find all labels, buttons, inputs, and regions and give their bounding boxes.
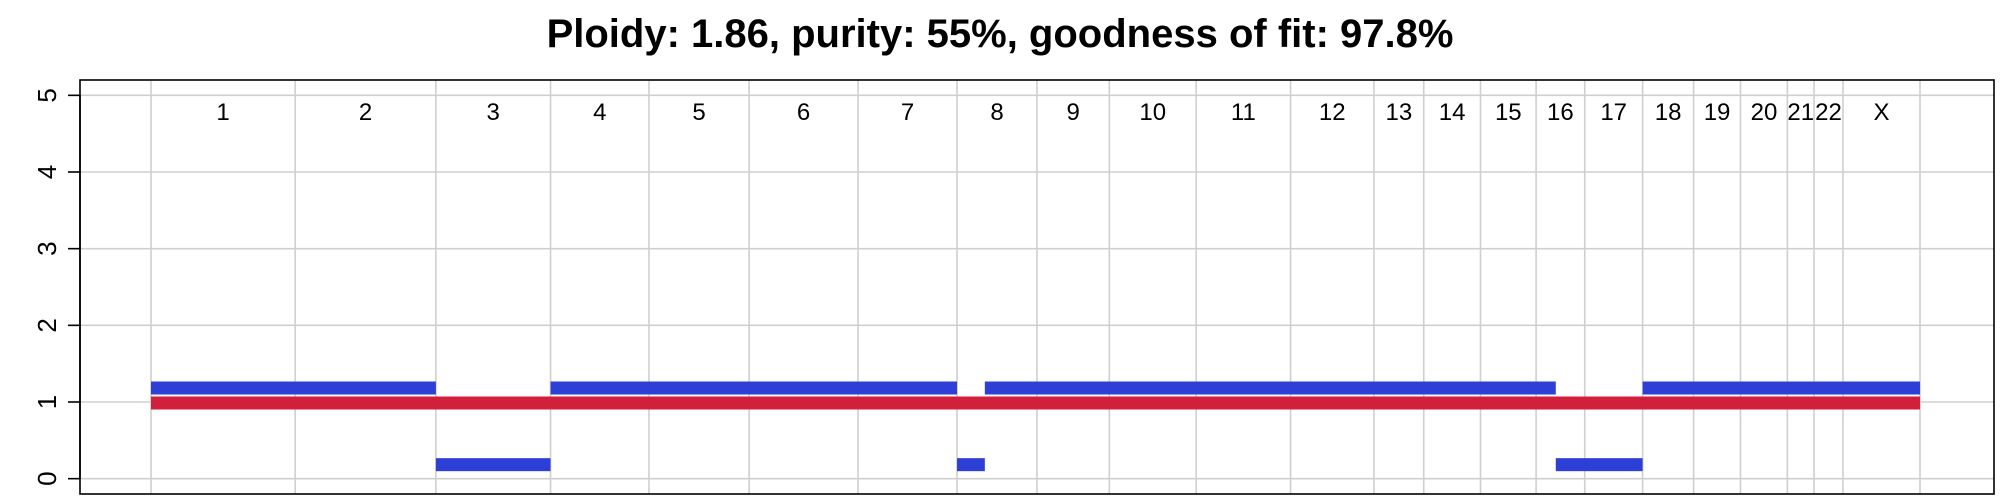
segment-bar <box>550 381 958 395</box>
chromosome-label-14: 14 <box>1439 99 1466 126</box>
chromosome-label-1: 1 <box>216 99 229 126</box>
chromosome-label-21: 21 <box>1787 99 1814 126</box>
chromosome-label-15: 15 <box>1495 99 1522 126</box>
chromosome-label-20: 20 <box>1751 99 1778 126</box>
chromosome-label-X: X <box>1873 99 1889 126</box>
y-tick-label: 4 <box>32 165 62 179</box>
segment-bar <box>435 458 551 472</box>
chromosome-label-13: 13 <box>1386 99 1413 126</box>
chromosome-label-19: 19 <box>1704 99 1731 126</box>
y-tick-label: 0 <box>32 471 62 485</box>
label-layer: 1 2 3 4 5 6 7 8 9 10 11 12 13 14 15 16 17 18 19 20 21 22 X <box>216 99 1889 126</box>
segment-bar <box>957 458 985 472</box>
segment-bar <box>1642 381 1920 395</box>
grid-layer <box>80 80 1994 494</box>
chromosome-label-16: 16 <box>1547 99 1574 126</box>
chromosome-label-3: 3 <box>487 99 500 126</box>
chromosome-label-2: 2 <box>359 99 372 126</box>
chromosome-label-18: 18 <box>1655 99 1682 126</box>
segment-bar <box>151 381 436 395</box>
plot-frame <box>79 79 1995 495</box>
y-tick-label: 1 <box>32 395 62 409</box>
chromosome-label-12: 12 <box>1319 99 1346 126</box>
chromosome-label-6: 6 <box>797 99 810 126</box>
series-layer <box>151 381 1920 472</box>
chromosome-label-7: 7 <box>901 99 914 126</box>
chromosome-label-8: 8 <box>990 99 1003 126</box>
segment-bar <box>151 396 1920 410</box>
segment-bar <box>984 381 1556 395</box>
chromosome-label-5: 5 <box>692 99 705 126</box>
chromosome-label-4: 4 <box>593 99 606 126</box>
segment-bar <box>1555 458 1643 472</box>
chromosome-label-11: 11 <box>1231 99 1256 126</box>
chromosome-label-17: 17 <box>1600 99 1627 126</box>
axis-layer: 0 1 2 3 4 5 <box>32 88 81 486</box>
y-tick-label: 5 <box>32 88 62 102</box>
chart-title: Ploidy: 1.86, purity: 55%, goodness of f… <box>546 12 1454 56</box>
chromosome-label-22: 22 <box>1815 99 1842 126</box>
chromosome-label-10: 10 <box>1139 99 1166 126</box>
y-tick-label: 3 <box>32 241 62 255</box>
chromosome-label-9: 9 <box>1066 99 1079 126</box>
y-tick-label: 2 <box>32 318 62 332</box>
